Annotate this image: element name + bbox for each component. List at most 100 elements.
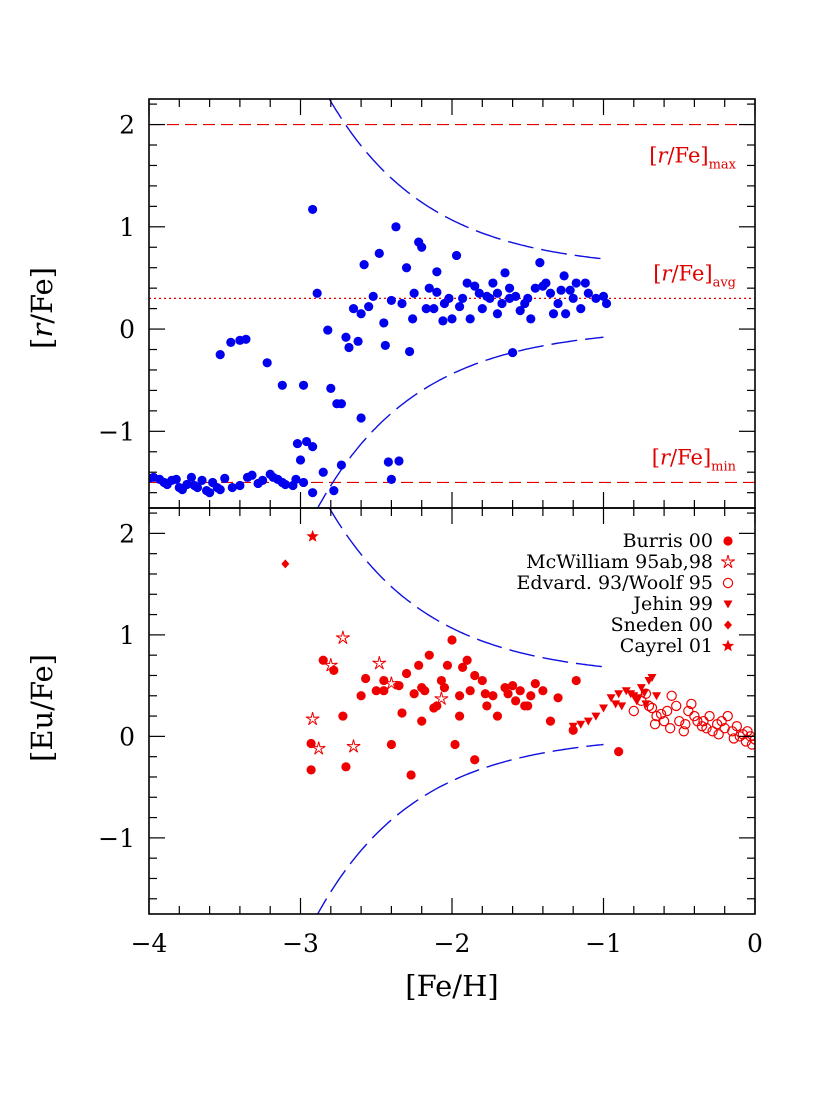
edvard-93-woolf-95-point [722,710,733,722]
legend-label: Cayrel 01 [620,635,713,657]
series-point [424,283,434,293]
series-point [474,288,484,298]
series-point [504,283,515,293]
burris-00-point [417,716,427,726]
burris-00-point [503,689,513,699]
edvard-93-woolf-95-point [713,729,724,740]
series-point [553,298,563,309]
series-point [565,285,575,295]
series-point [526,314,536,324]
series-point [280,479,290,490]
edvard-93-woolf-95-point [696,721,708,732]
series-point [409,288,419,298]
jehin-99-point [568,722,578,731]
edvard-93-woolf-95-point [698,715,709,727]
mcwilliam-95ab-98-point [372,656,387,670]
jehin-99-point [611,700,621,709]
series-point [383,457,393,467]
sneden-00-point [281,559,290,569]
burris-00-point [507,681,518,691]
burris-00-point [511,696,521,706]
edvard-93-woolf-95-point [655,708,667,720]
series-point [520,298,530,309]
series-point [336,460,347,470]
top-envelope [316,99,604,508]
series-point [374,248,384,258]
series-point [561,309,571,319]
edvard-93-woolf-95-point [646,702,658,714]
series-point [308,204,318,215]
series-point [359,260,369,270]
legend-marker [721,639,735,652]
x-tick-label: −2 [434,929,471,958]
mcwilliam-95ab-98-point [384,676,399,690]
series-point [545,288,556,298]
burris-00-point [356,691,366,701]
burris-00-point [454,691,465,701]
series-point [326,383,336,393]
y-tick-label: −1 [98,824,135,853]
series-point [404,346,415,357]
legend-label: Sneden 00 [611,614,713,636]
series-point [394,456,404,466]
burris-00-point [553,693,563,703]
envelope-upper-curve [328,508,604,668]
burris-00-point [447,635,457,645]
series-point [292,438,303,449]
series-point [548,309,559,319]
series-point [386,474,396,484]
series-point [497,298,507,309]
burris-00-point [450,739,460,750]
series-point [429,304,439,314]
series-point [379,318,389,328]
mcwilliam-95ab-98-point [434,691,449,705]
burris-00-point [429,703,439,713]
burris-00-point [414,660,424,670]
jehin-99-point [617,702,627,711]
series-point [470,281,480,291]
burris-00-point [488,691,498,701]
burris-00-point [571,675,581,686]
burris-00-point [306,738,316,749]
bottom-plot-frame [148,507,756,915]
series-point [507,347,518,358]
burris-00-point [530,678,540,689]
edvard-93-woolf-95-point [674,715,685,727]
series-point [451,250,462,261]
series-point [408,314,418,324]
series-point [308,488,318,498]
burris-00-point [417,683,427,693]
burris-00-point [614,747,624,757]
jehin-99-point [652,692,662,701]
legend-label: Burris 00 [623,530,713,552]
burris-00-point [406,770,416,780]
series-point [571,278,581,288]
burris-00-point [338,711,348,721]
series-point [601,298,612,309]
y-tick-label: −1 [98,417,135,446]
series-point [432,287,442,297]
jehin-99-point [632,697,642,706]
edvard-93-woolf-95-point [731,721,743,732]
burris-00-point [397,708,407,718]
series-point [401,263,412,273]
series-point [511,291,521,301]
series-point [576,304,586,314]
burris-00-point [436,675,446,686]
cayrel-01-point [306,529,319,542]
series-point [580,278,590,288]
legend-marker [723,536,733,546]
burris-00-point [465,686,475,696]
mcwilliam-95ab-98-point [323,658,338,672]
series-point [364,301,374,312]
series-point [492,309,503,319]
series-point [312,288,322,298]
burris-00-point [492,711,503,721]
series-point [500,268,510,278]
burris-00-point [480,689,490,699]
series-point [226,337,236,347]
series-point [348,304,359,314]
edvard-93-woolf-95-point [689,710,700,722]
